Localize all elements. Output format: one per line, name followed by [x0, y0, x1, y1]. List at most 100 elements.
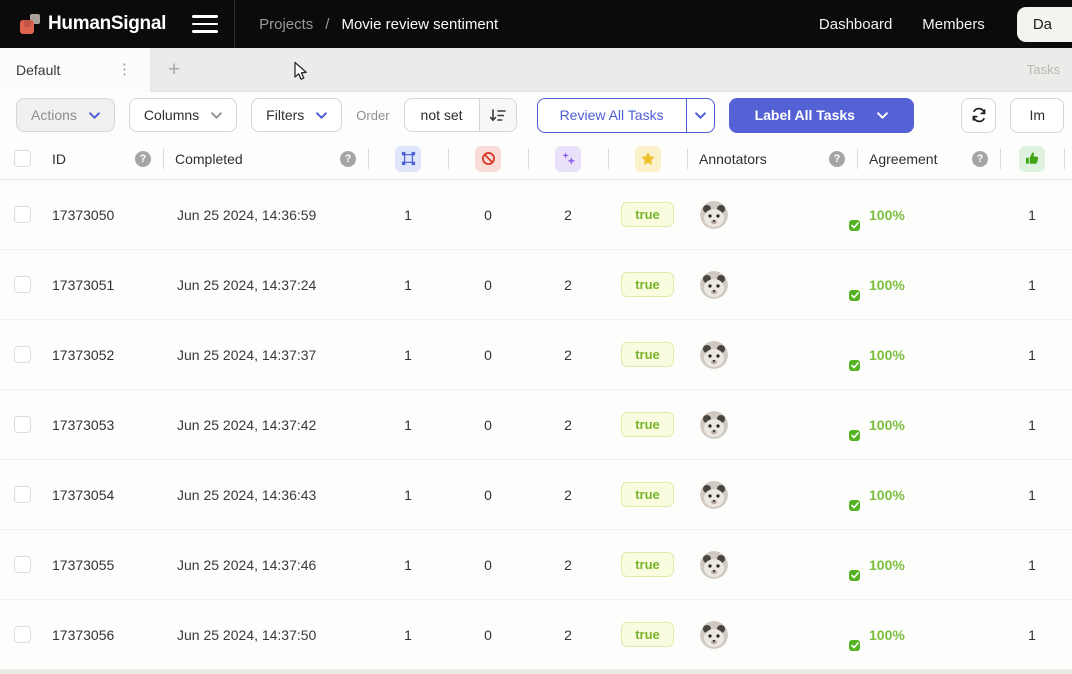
- cell-cancelled-count: 0: [484, 556, 492, 573]
- cell-reviews-count: 1: [1028, 346, 1036, 363]
- table-row[interactable]: 17373054 Jun 25 2024, 14:36:43 1 0 2 tru…: [0, 460, 1072, 530]
- nav-data-manager-button[interactable]: Da: [1016, 6, 1072, 42]
- nav-dashboard[interactable]: Dashboard: [818, 15, 893, 33]
- cell-completed-at: Jun 25 2024, 14:37:50: [177, 626, 317, 643]
- columns-dropdown[interactable]: Columns: [128, 98, 238, 132]
- row-checkbox[interactable]: [14, 556, 31, 573]
- cell-reviews-count: 1: [1028, 276, 1036, 293]
- filters-label: Filters: [266, 107, 305, 123]
- ground-truth-badge: true: [621, 482, 674, 507]
- help-icon[interactable]: ?: [972, 150, 988, 167]
- import-button[interactable]: Im: [1010, 97, 1064, 133]
- review-all-tasks-menu-button[interactable]: [685, 98, 714, 132]
- filters-dropdown[interactable]: Filters: [251, 98, 343, 132]
- annotator-avatar[interactable]: [700, 480, 861, 512]
- tab-default-label: Default: [16, 61, 61, 78]
- annotator-avatar[interactable]: [700, 410, 861, 442]
- column-label-completed: Completed: [175, 150, 243, 167]
- toolbar: Actions Columns Filters Order not set: [0, 92, 1072, 138]
- ground-truth-badge: true: [621, 622, 674, 647]
- ground-truth-badge: true: [621, 342, 674, 367]
- cell-predictions-count: 2: [564, 416, 572, 433]
- cell-annotations-count: 1: [404, 276, 412, 293]
- column-header-completed[interactable]: Completed ?: [163, 138, 368, 179]
- ground-truth-badge: true: [621, 552, 674, 577]
- cell-annotations-count: 1: [404, 626, 412, 643]
- row-checkbox[interactable]: [14, 416, 31, 433]
- column-header-cancelled[interactable]: [448, 138, 528, 179]
- label-all-tasks-button[interactable]: Label All Tasks: [728, 97, 914, 133]
- label-all-tasks-label: Label All Tasks: [754, 107, 855, 123]
- annotator-avatar-image: [700, 550, 728, 579]
- row-checkbox[interactable]: [14, 206, 31, 223]
- brand[interactable]: HumanSignal: [20, 13, 166, 35]
- table-row[interactable]: 17373050 Jun 25 2024, 14:36:59 1 0 2 tru…: [0, 180, 1072, 250]
- menu-icon[interactable]: [192, 15, 219, 33]
- table-row[interactable]: 17373055 Jun 25 2024, 14:37:46 1 0 2 tru…: [0, 530, 1072, 600]
- review-all-tasks-button[interactable]: Review All Tasks: [559, 107, 664, 123]
- row-checkbox[interactable]: [14, 346, 31, 363]
- row-checkbox[interactable]: [14, 486, 31, 503]
- cell-cancelled-count: 0: [484, 486, 492, 503]
- table-row[interactable]: 17373051 Jun 25 2024, 14:37:24 1 0 2 tru…: [0, 250, 1072, 320]
- column-header-reviews[interactable]: [1000, 138, 1064, 179]
- help-icon[interactable]: ?: [135, 150, 151, 167]
- cell-annotations-count: 1: [404, 346, 412, 363]
- cell-completed-at: Jun 25 2024, 14:37:46: [177, 556, 317, 573]
- ground-truth-badge: true: [621, 272, 674, 297]
- skipped-icon: [475, 145, 501, 172]
- chevron-down-icon: [211, 111, 223, 119]
- select-all-checkbox[interactable]: [14, 150, 31, 167]
- cell-annotations-count: 1: [404, 486, 412, 503]
- order-value-dropdown[interactable]: not set: [420, 107, 463, 123]
- breadcrumb-projects[interactable]: Projects: [259, 15, 314, 33]
- column-header-annotators[interactable]: Annotators ?: [687, 138, 857, 179]
- top-nav: Dashboard Members Da: [818, 6, 1072, 42]
- annotator-avatar-image: [700, 200, 728, 229]
- column-header-agreement[interactable]: Agreement ?: [857, 138, 1000, 179]
- annotator-avatar[interactable]: [700, 620, 861, 652]
- annotator-avatar[interactable]: [700, 340, 861, 372]
- annotator-avatar[interactable]: [700, 200, 861, 232]
- annotator-avatar[interactable]: [700, 270, 861, 302]
- cell-task-id: 17373053: [52, 416, 115, 433]
- annotator-avatar[interactable]: [700, 550, 861, 582]
- column-header-ground-truth[interactable]: [608, 138, 687, 179]
- column-header-predictions[interactable]: [528, 138, 608, 179]
- cell-cancelled-count: 0: [484, 276, 492, 293]
- cell-completed-at: Jun 25 2024, 14:37:24: [177, 276, 317, 293]
- tab-menu-icon[interactable]: ⋮: [117, 61, 132, 78]
- tab-default[interactable]: Default ⋮: [0, 47, 150, 92]
- table-row[interactable]: 17373052 Jun 25 2024, 14:37:37 1 0 2 tru…: [0, 320, 1072, 390]
- row-checkbox[interactable]: [14, 276, 31, 293]
- ground-truth-star-icon: [634, 145, 661, 172]
- help-icon[interactable]: ?: [829, 150, 845, 167]
- top-bar: HumanSignal Projects / Movie review sent…: [0, 0, 1072, 48]
- annotator-avatar-image: [700, 480, 728, 509]
- brand-name: HumanSignal: [48, 13, 167, 34]
- actions-dropdown[interactable]: Actions: [16, 98, 115, 132]
- cell-task-id: 17373055: [52, 556, 115, 573]
- annotator-finished-check-icon: [848, 638, 861, 652]
- column-divider: [1064, 138, 1072, 179]
- refresh-icon: [972, 107, 986, 123]
- cell-predictions-count: 2: [564, 486, 572, 503]
- sort-direction-button[interactable]: [478, 99, 516, 131]
- add-tab-button[interactable]: +: [162, 57, 186, 82]
- cell-predictions-count: 2: [564, 206, 572, 223]
- column-header-id[interactable]: ID ?: [40, 138, 163, 179]
- chevron-down-icon: [694, 111, 706, 119]
- cell-annotations-count: 1: [404, 556, 412, 573]
- cell-reviews-count: 1: [1028, 486, 1036, 503]
- table-row[interactable]: 17373056 Jun 25 2024, 14:37:50 1 0 2 tru…: [0, 600, 1072, 670]
- refresh-button[interactable]: [961, 97, 997, 133]
- row-checkbox[interactable]: [14, 626, 31, 643]
- order-label: Order: [356, 107, 390, 123]
- help-icon[interactable]: ?: [340, 150, 356, 167]
- table-row[interactable]: 17373053 Jun 25 2024, 14:37:42 1 0 2 tru…: [0, 390, 1072, 460]
- chevron-down-icon: [89, 111, 100, 119]
- column-header-annotations[interactable]: [368, 138, 448, 179]
- annotator-avatar-image: [700, 270, 728, 299]
- nav-members[interactable]: Members: [922, 15, 985, 33]
